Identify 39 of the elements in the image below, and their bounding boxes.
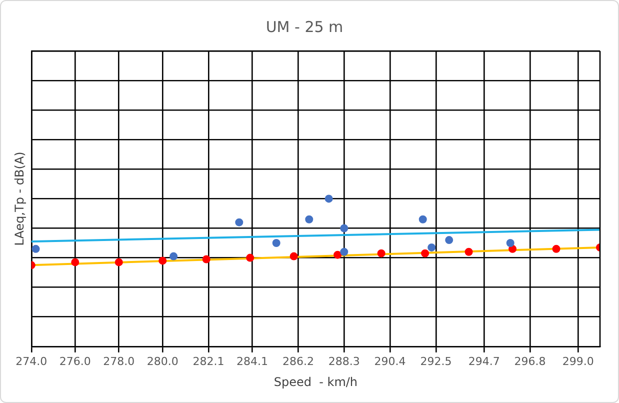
point <box>272 239 280 248</box>
point <box>290 252 298 260</box>
point <box>428 243 436 252</box>
point <box>418 215 427 224</box>
x-tick-label: 280.0 <box>146 354 178 368</box>
x-tick-label: 290.4 <box>374 354 406 368</box>
point <box>421 249 430 258</box>
x-tick-label: 288.3 <box>328 354 360 368</box>
point <box>170 252 178 260</box>
y-axis-title: LAeq,Tp - dB(A) <box>12 152 26 246</box>
point <box>235 218 244 226</box>
x-tick-label: 286.2 <box>282 354 314 368</box>
x-tick-label: 299.0 <box>562 354 594 368</box>
point <box>445 236 454 244</box>
point <box>202 255 210 264</box>
point <box>377 249 386 258</box>
x-tick-label: 274.0 <box>16 354 48 368</box>
point <box>246 254 254 262</box>
point <box>158 256 167 265</box>
point <box>334 250 342 259</box>
x-tick-label: 292.5 <box>420 354 452 368</box>
point <box>464 248 473 256</box>
chart-title: UM - 25 m <box>266 18 344 36</box>
point <box>552 244 560 253</box>
x-tick-label: 284.1 <box>236 354 268 368</box>
point <box>506 239 514 248</box>
x-tick-label: 296.8 <box>514 354 546 368</box>
x-tick-label: 278.0 <box>103 354 135 368</box>
point <box>114 258 123 266</box>
point <box>340 248 348 256</box>
point <box>340 224 348 232</box>
x-axis-title: Speed - km/h <box>274 374 358 389</box>
point <box>305 215 314 224</box>
point <box>324 194 333 203</box>
x-tick-label: 276.0 <box>59 354 91 368</box>
x-tick-label: 294.7 <box>468 354 500 368</box>
point <box>71 258 80 266</box>
x-tick-label: 282.1 <box>192 354 224 368</box>
point <box>32 244 40 253</box>
